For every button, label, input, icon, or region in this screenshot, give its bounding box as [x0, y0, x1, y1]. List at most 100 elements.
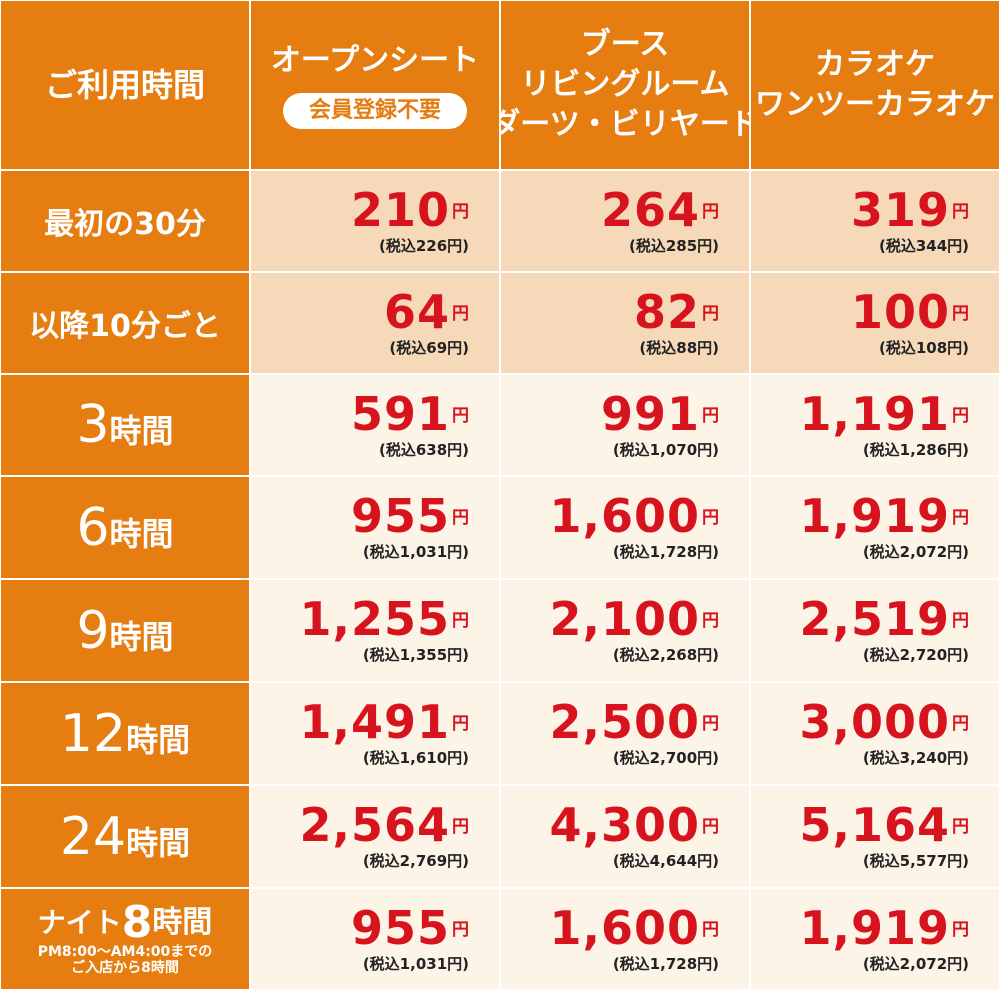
- price-cell: 2,500 円 (税込2,700円): [500, 682, 750, 785]
- price-amount: 64 円: [384, 289, 469, 335]
- price-cell: 1,491 円 (税込1,610円): [250, 682, 500, 785]
- price-amount: 991 円: [601, 391, 719, 437]
- yen-unit: 円: [452, 919, 469, 940]
- price-cell: 591 円 (税込638円): [250, 374, 500, 476]
- price-value: 1,919: [799, 489, 950, 543]
- yen-unit: 円: [702, 611, 719, 631]
- night-label: ナイト 8 時間: [38, 901, 213, 945]
- yen-unit: 円: [952, 817, 969, 837]
- header-karaoke-line-2: ワンツーカラオケ: [755, 87, 995, 122]
- price-value: 1,191: [799, 386, 950, 441]
- price-amount: 955 円: [351, 905, 469, 951]
- no-membership-badge: 会員登録不要: [282, 93, 467, 129]
- tax-included-price: (税込2,072円): [862, 543, 969, 561]
- price-cell: 100 円 (税込108円): [750, 272, 1000, 374]
- yen-unit: 円: [452, 611, 469, 631]
- header-booth-line-2: リビングルーム: [520, 67, 730, 102]
- row-label-duration: 9 時間: [76, 605, 173, 657]
- tax-included-price: (税込1,355円): [362, 646, 469, 664]
- price-value: 5,164: [799, 798, 950, 852]
- price-cell: 2,564 円 (税込2,769円): [250, 785, 500, 888]
- header-open-seat: オープンシート 会員登録不要: [250, 0, 500, 170]
- row-label-every-10min: 以降10分ごと: [0, 272, 250, 374]
- price-amount: 5,164 円: [799, 802, 969, 848]
- header-corner: ご利用時間: [0, 0, 250, 170]
- price-amount: 2,564 円: [299, 802, 469, 848]
- row-label-unit: 時間: [126, 823, 191, 862]
- header-corner-label: ご利用時間: [44, 66, 205, 104]
- price-value: 264: [600, 182, 700, 237]
- row-label-6-hours: 6 時間: [0, 476, 250, 579]
- price-amount: 2,519 円: [799, 596, 969, 642]
- price-value: 100: [850, 284, 950, 339]
- tax-included-price: (税込4,644円): [612, 852, 719, 870]
- price-value: 2,100: [549, 592, 700, 646]
- price-value: 591: [350, 386, 450, 441]
- row-label-first-30min: 最初の30分: [0, 170, 250, 272]
- price-cell: 1,600 円 (税込1,728円): [500, 888, 750, 990]
- tax-included-price: (税込2,700円): [612, 749, 719, 767]
- header-open-seat-title: オープンシート: [270, 43, 480, 78]
- price-value: 82: [633, 284, 700, 339]
- night-note-duration: ご入店から8時間: [71, 960, 179, 976]
- price-cell: 5,164 円 (税込5,577円): [750, 785, 1000, 888]
- yen-unit: 円: [702, 714, 719, 734]
- price-value: 2,519: [799, 592, 950, 646]
- price-cell: 1,255 円 (税込1,355円): [250, 579, 500, 682]
- price-value: 64: [383, 284, 450, 339]
- row-label-12-hours: 12 時間: [0, 682, 250, 785]
- yen-unit: 円: [702, 303, 719, 324]
- price-cell: 264 円 (税込285円): [500, 170, 750, 272]
- tax-included-price: (税込638円): [378, 440, 469, 459]
- yen-unit: 円: [702, 508, 719, 528]
- price-cell: 955 円 (税込1,031円): [250, 476, 500, 579]
- price-value: 1,600: [549, 489, 700, 543]
- price-amount: 264 円: [601, 187, 719, 233]
- yen-unit: 円: [702, 405, 719, 426]
- tax-included-price: (税込2,268円): [612, 646, 719, 664]
- yen-unit: 円: [702, 817, 719, 837]
- yen-unit: 円: [452, 508, 469, 528]
- row-label-unit: 時間: [126, 720, 191, 759]
- tax-included-price: (税込1,728円): [612, 954, 719, 973]
- row-label-text: 以降10分ごと: [29, 309, 221, 344]
- price-value: 3,000: [799, 695, 950, 749]
- yen-unit: 円: [952, 919, 969, 940]
- tax-included-price: (税込1,728円): [612, 543, 719, 561]
- row-label-text: 最初の30分: [44, 207, 206, 242]
- tax-included-price: (税込108円): [878, 338, 969, 357]
- price-amount: 82 円: [634, 289, 719, 335]
- yen-unit: 円: [452, 817, 469, 837]
- row-label-number: 6: [76, 497, 110, 558]
- header-booth-line-3: ダーツ・ビリヤード: [500, 107, 750, 142]
- yen-unit: 円: [952, 508, 969, 528]
- header-booth: ブース リビングルーム ダーツ・ビリヤード: [500, 0, 750, 170]
- row-label-number: 12: [59, 703, 127, 764]
- price-value: 319: [850, 182, 950, 237]
- row-label-number: 24: [59, 806, 127, 867]
- yen-unit: 円: [452, 303, 469, 324]
- night-note-hours: PM8:00～AM4:00までの: [37, 944, 213, 960]
- row-label-unit: 時間: [109, 514, 174, 553]
- yen-unit: 円: [952, 201, 969, 222]
- row-label-unit: 時間: [109, 412, 174, 450]
- row-label-duration: 3 時間: [76, 399, 173, 451]
- price-cell: 2,100 円 (税込2,268円): [500, 579, 750, 682]
- price-value: 2,500: [549, 695, 700, 749]
- price-amount: 1,600 円: [549, 493, 719, 539]
- row-label-number: 3: [76, 395, 110, 455]
- row-label-unit: 時間: [109, 617, 174, 656]
- tax-included-price: (税込2,072円): [862, 954, 969, 973]
- header-karaoke: カラオケ ワンツーカラオケ: [750, 0, 1000, 170]
- tax-included-price: (税込3,240円): [862, 749, 969, 767]
- row-label-3-hours: 3 時間: [0, 374, 250, 476]
- tax-included-price: (税込69円): [389, 338, 469, 357]
- row-label-number: 9: [76, 600, 110, 661]
- price-amount: 1,919 円: [799, 905, 969, 951]
- price-cell: 2,519 円 (税込2,720円): [750, 579, 1000, 682]
- yen-unit: 円: [952, 405, 969, 426]
- price-value: 1,491: [299, 695, 450, 749]
- price-value: 1,600: [549, 900, 700, 955]
- price-value: 1,919: [799, 900, 950, 955]
- price-cell: 4,300 円 (税込4,644円): [500, 785, 750, 888]
